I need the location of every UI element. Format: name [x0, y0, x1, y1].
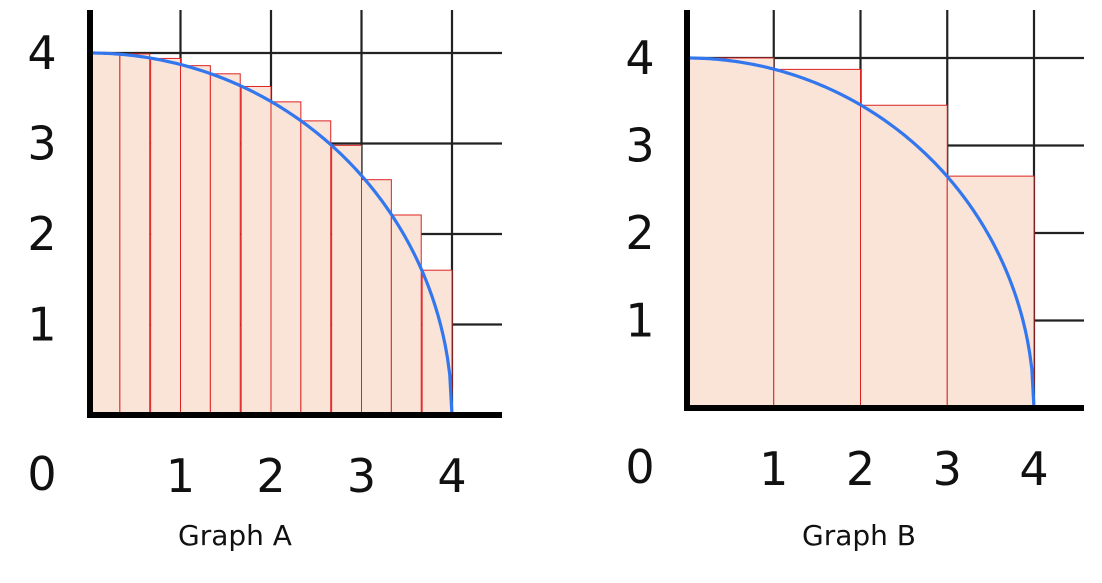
graph-b-tick-labels: 0 1 2 3 4 1 2 3 4	[625, 31, 1048, 496]
riemann-rectangle	[119, 53, 151, 416]
riemann-rectangle	[270, 101, 302, 416]
graph-a-curve	[89, 51, 454, 416]
y-tick-label: 4	[625, 31, 654, 85]
riemann-rectangle	[361, 179, 392, 416]
graph-b-rectangles	[686, 57, 1035, 409]
riemann-rectangle	[180, 65, 211, 416]
origin-label: 0	[625, 440, 654, 494]
graph-a-tick-labels: 0 1 2 3 4 1 2 3 4	[27, 26, 466, 503]
graph-b: 0 1 2 3 4 1 2 3 4 Graph B	[625, 10, 1084, 552]
y-tick-label: 4	[27, 26, 56, 80]
x-tick-label: 4	[1019, 442, 1048, 496]
riemann-rectangle	[773, 68, 861, 409]
x-tick-label: 3	[347, 449, 376, 503]
x-tick-label: 2	[256, 449, 285, 503]
y-tick-label: 1	[625, 294, 654, 348]
x-tick-label: 1	[166, 449, 195, 503]
riemann-rectangle	[300, 120, 332, 416]
graph-a-rectangles	[89, 52, 453, 416]
y-tick-label: 1	[27, 298, 56, 352]
riemann-rectangle	[89, 52, 121, 416]
riemann-rectangle	[686, 57, 775, 409]
riemann-rectangle	[421, 269, 453, 416]
riemann-rectangle	[240, 85, 272, 416]
graph-b-curve	[686, 56, 1036, 409]
origin-label: 0	[27, 447, 56, 501]
y-tick-label: 3	[625, 119, 654, 173]
riemann-rectangle	[946, 175, 1035, 409]
graph-a-axes	[87, 10, 502, 418]
riemann-rectangle	[209, 73, 241, 416]
y-tick-label: 3	[27, 117, 56, 171]
riemann-rectangle	[331, 144, 363, 416]
riemann-rectangle	[860, 104, 948, 409]
y-tick-label: 2	[27, 207, 56, 261]
x-tick-label: 1	[759, 442, 788, 496]
riemann-rectangle	[150, 57, 181, 416]
graph-b-axes	[684, 10, 1084, 411]
x-tick-label: 3	[933, 442, 962, 496]
graph-a-title: Graph A	[178, 519, 292, 552]
graph-a: 0 1 2 3 4 1 2 3 4 Graph A	[27, 10, 502, 552]
x-tick-label: 4	[437, 449, 466, 503]
x-tick-label: 2	[846, 442, 875, 496]
y-tick-label: 2	[625, 206, 654, 260]
graph-b-title: Graph B	[802, 519, 916, 552]
riemann-rectangle	[390, 214, 422, 416]
